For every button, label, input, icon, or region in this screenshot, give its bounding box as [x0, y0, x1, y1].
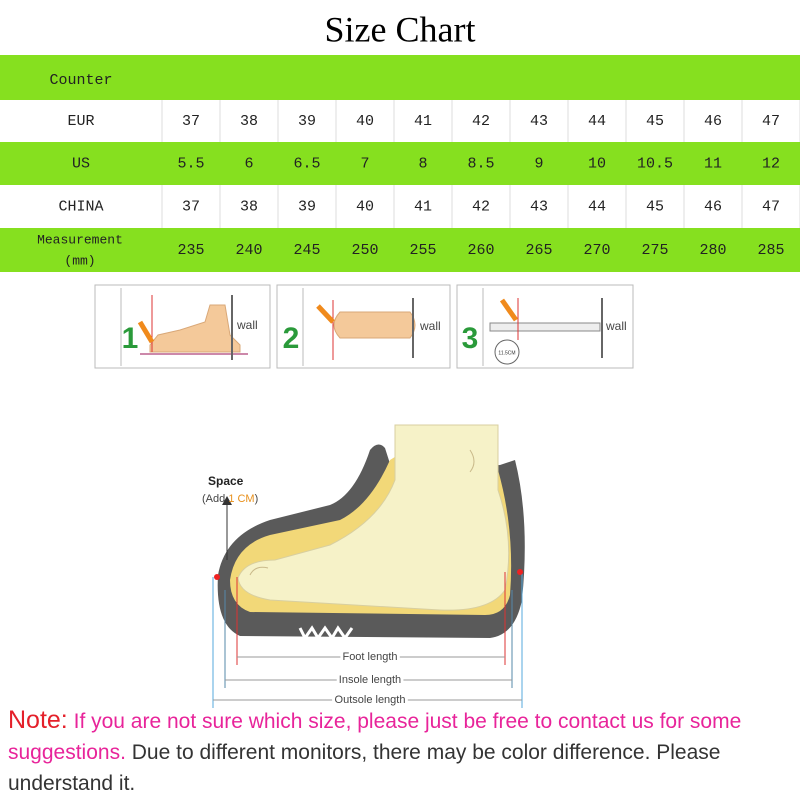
title: Size Chart	[325, 9, 476, 49]
row-label: Measurement	[37, 232, 123, 247]
step-panel	[456, 284, 634, 369]
cell: 46	[704, 113, 722, 130]
wall-label: wall	[236, 318, 258, 332]
cell: 9	[534, 155, 543, 172]
cell: 270	[583, 242, 610, 259]
step-drawings	[137, 295, 603, 365]
step-number: 2	[283, 322, 300, 355]
cell: 37	[182, 113, 200, 130]
cell: 255	[409, 242, 436, 259]
row-label: EUR	[67, 113, 94, 130]
cell: 7	[360, 155, 369, 172]
step-panels	[94, 284, 634, 369]
cell: 285	[757, 242, 784, 259]
cell: 260	[467, 242, 494, 259]
foot-diagram	[212, 424, 525, 708]
cell: 46	[704, 198, 722, 215]
wall-label: wall	[605, 319, 627, 333]
header-label: Counter	[49, 72, 112, 89]
cell: 43	[530, 198, 548, 215]
cell: 41	[414, 113, 432, 130]
cell: 8	[418, 155, 427, 172]
cell: 42	[472, 113, 490, 130]
row-label: US	[72, 155, 90, 172]
space-label: Space	[208, 474, 244, 488]
cell: 245	[293, 242, 320, 259]
cell: 5.5	[177, 155, 204, 172]
note: Note: If you are not sure which size, pl…	[8, 705, 798, 799]
note-highlight: If you are not sure which size, please j…	[8, 710, 742, 764]
cell: 280	[699, 242, 726, 259]
cell: 10.5	[637, 155, 673, 172]
cell: 37	[182, 198, 200, 215]
cell: 41	[414, 198, 432, 215]
table-row	[0, 185, 800, 228]
foot-length-label: Foot length	[342, 651, 397, 663]
table-row	[0, 228, 800, 272]
cell: 275	[641, 242, 668, 259]
outsole-length-label: Outsole length	[335, 694, 406, 706]
space-note: (Add 1 CM)	[202, 493, 258, 505]
table-row	[0, 100, 800, 142]
ruler-label: 11.5CM	[498, 350, 515, 356]
note-text: Due to different monitors, there may be …	[8, 741, 721, 795]
step-panel	[94, 284, 271, 369]
space-note-close: )	[255, 493, 259, 505]
cell: 47	[762, 198, 780, 215]
note-label: Note:	[8, 706, 68, 734]
cell: 235	[177, 242, 204, 259]
cell: 43	[530, 113, 548, 130]
cell: 12	[762, 155, 780, 172]
cell: 10	[588, 155, 606, 172]
cell: 250	[351, 242, 378, 259]
header-row	[0, 55, 800, 100]
cell: 6.5	[293, 155, 320, 172]
wall-label: wall	[419, 319, 441, 333]
cell: 38	[240, 198, 258, 215]
cell: 44	[588, 113, 606, 130]
cell: 45	[646, 113, 664, 130]
step-number: 3	[462, 322, 479, 355]
cell: 45	[646, 198, 664, 215]
cell: 8.5	[467, 155, 494, 172]
cell: 47	[762, 113, 780, 130]
step-panel	[276, 284, 451, 369]
cell: 38	[240, 113, 258, 130]
step-number: 1	[122, 322, 139, 355]
cell: 42	[472, 198, 490, 215]
cell: 39	[298, 113, 316, 130]
cell: 6	[244, 155, 253, 172]
insole-length-label: Insole length	[339, 674, 401, 686]
space-note-open: (Add	[202, 493, 225, 505]
table-row	[0, 142, 800, 185]
cell: 40	[356, 198, 374, 215]
size-table: Counter EUR 37 38 39 40 41 42 43 44 45 46 47 US 5.5 6 6.…	[0, 55, 800, 272]
row-label: CHINA	[58, 198, 103, 215]
cell: 44	[588, 198, 606, 215]
cell: 240	[235, 242, 262, 259]
cell: 40	[356, 113, 374, 130]
row-label: (mm)	[64, 253, 95, 268]
cell: 11	[704, 155, 722, 172]
cell: 265	[525, 242, 552, 259]
cell: 39	[298, 198, 316, 215]
space-note-value: 1 CM	[228, 493, 254, 505]
